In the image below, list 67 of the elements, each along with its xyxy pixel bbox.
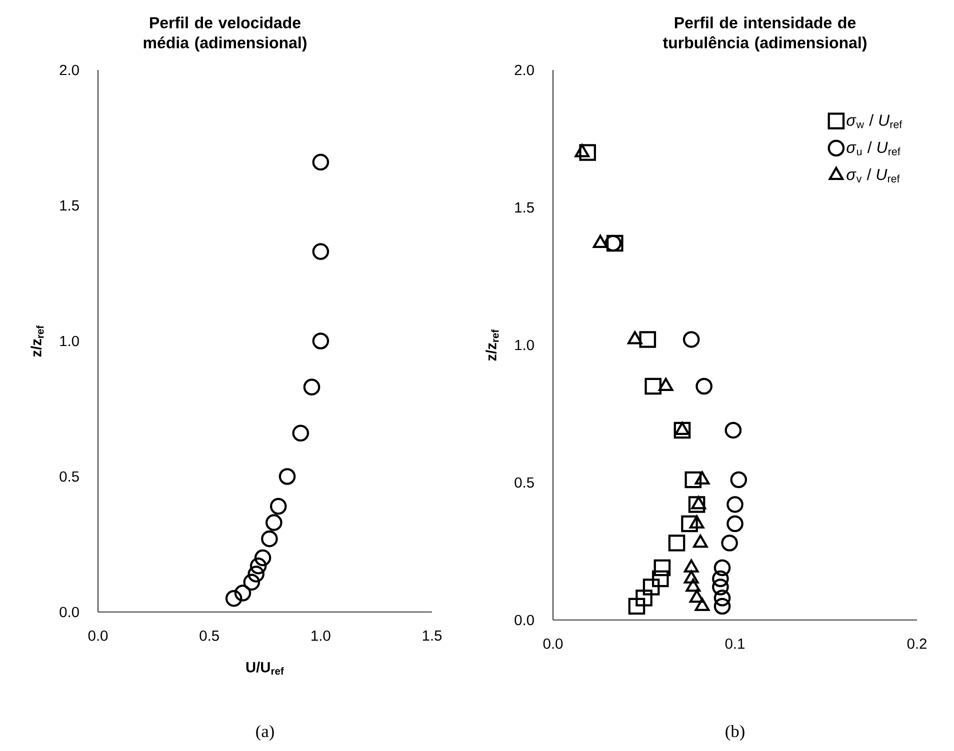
point (642, 578, 660, 596)
point (721, 534, 738, 552)
point (303, 378, 320, 396)
x-tick-label: 0.5 (200, 630, 219, 641)
point (714, 559, 731, 576)
y-tick-label: 1.0 (515, 340, 534, 350)
point (688, 496, 706, 513)
point (579, 144, 596, 161)
point (636, 590, 652, 606)
chart-title: Perfil de velocidade média (adimensional) (144, 16, 306, 52)
point (312, 154, 330, 171)
chart-title: Perfil de intensidade de turbulência (adimensional) (662, 16, 866, 52)
point (654, 559, 671, 576)
point (225, 590, 242, 607)
y-axis-title: z/z$_{ref}$ (486, 329, 499, 361)
point (682, 331, 700, 348)
point (312, 243, 330, 260)
point (714, 598, 731, 615)
y-tick-label: 0.0 (60, 606, 79, 618)
point (250, 558, 267, 574)
point (248, 566, 264, 582)
point (266, 514, 282, 531)
text: (b) (726, 724, 744, 741)
legend-label: σ$_{w}$ / U$_{ref}$ (846, 114, 902, 128)
point (712, 570, 729, 588)
point (270, 498, 287, 515)
point (724, 422, 742, 439)
point (243, 574, 260, 591)
y-tick-label: 2.0 (60, 64, 79, 76)
y-tick-label: 0.5 (60, 471, 79, 482)
point (668, 534, 686, 552)
y-axis-title: z/z$_{ref}$ (30, 325, 44, 357)
x-tick-label: 0.0 (88, 630, 108, 641)
point (712, 578, 729, 596)
x-tick-label: 0.1 (725, 638, 744, 649)
point (254, 549, 272, 566)
point (714, 590, 731, 606)
point (652, 570, 669, 588)
point (726, 496, 744, 513)
point (696, 378, 712, 395)
x-tick-label: 1.5 (422, 630, 442, 641)
point (730, 471, 748, 488)
x-axis-title: U/U$_{ref}$ (246, 662, 284, 675)
legend-label: σ$_{u}$ / U$_{ref}$ (846, 141, 900, 156)
point (644, 378, 662, 395)
point (261, 530, 278, 548)
y-tick-label: 0.5 (514, 477, 534, 488)
point (292, 424, 310, 442)
legend-label: σ$_{v}$ / U$_{ref}$ (846, 168, 900, 182)
point (234, 584, 252, 602)
y-tick-label: 0.0 (514, 614, 534, 626)
x-tick-label: 0.2 (907, 638, 926, 649)
point (628, 598, 646, 615)
point (278, 468, 296, 485)
point (312, 332, 330, 350)
y-tick-label: 1.0 (60, 336, 79, 346)
y-tick-label: 1.5 (515, 202, 534, 213)
point (674, 422, 691, 439)
x-tick-label: 0.0 (543, 638, 563, 649)
y-tick-label: 2.0 (514, 64, 534, 76)
text: (a) (256, 724, 274, 741)
y-tick-label: 1.5 (60, 200, 79, 211)
x-tick-label: 1.0 (312, 630, 330, 641)
point (681, 515, 698, 532)
point (639, 331, 656, 348)
point (726, 515, 744, 532)
point (684, 471, 702, 488)
